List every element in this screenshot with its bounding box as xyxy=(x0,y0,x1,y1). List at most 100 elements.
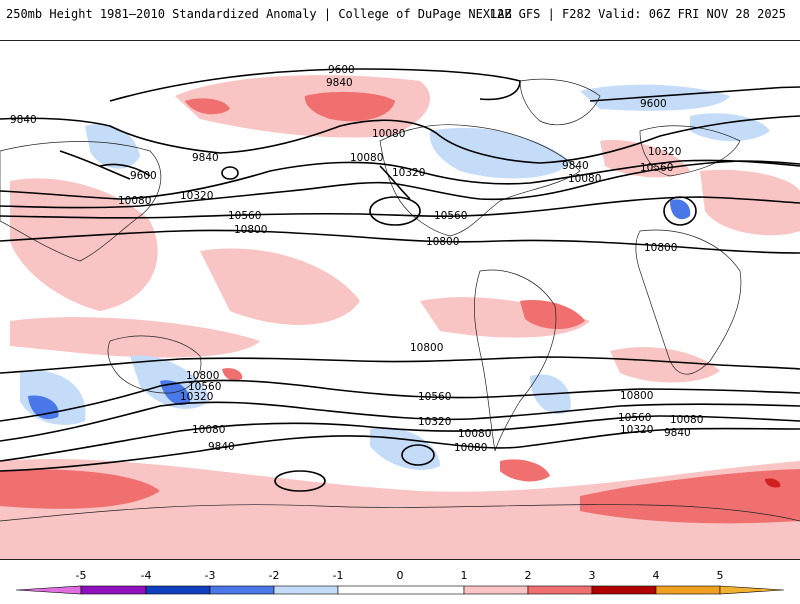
anomaly-neg2-tasman xyxy=(160,380,191,405)
contour-label: 10800 xyxy=(644,242,677,254)
contour-label: 10320 xyxy=(180,190,213,202)
contour-label: 9600 xyxy=(640,98,667,110)
coastline-south-america xyxy=(474,269,557,452)
contour-labels: 9600 9840 9600 9840 10080 9840 10080 103… xyxy=(10,64,703,454)
anomaly-neg2-med xyxy=(670,199,691,220)
contour-label: 10800 xyxy=(620,390,653,402)
contour-label: 10080 xyxy=(350,152,383,164)
anomaly-neg1-bering xyxy=(85,124,140,169)
colorbar-tick: 4 xyxy=(653,569,660,582)
coastline-africa xyxy=(635,229,742,375)
contour-10080-pacific xyxy=(379,165,411,200)
colorbar-tick: 0 xyxy=(397,569,404,582)
contour-9840-south xyxy=(0,427,800,472)
header: 250mb Height 1981–2010 Standardized Anom… xyxy=(0,0,800,28)
contour-label: 10080 xyxy=(458,428,491,440)
contour-label: 10080 xyxy=(670,414,703,426)
map-svg: 9600 9840 9600 9840 10080 9840 10080 103… xyxy=(0,41,800,559)
coastline-antarctica xyxy=(0,504,800,522)
colorbar-ticks: -5 -4 -3 -2 -1 0 1 2 3 4 5 xyxy=(76,569,724,582)
anomaly-pos1-southern xyxy=(0,458,800,559)
contour-9600-north xyxy=(109,68,521,102)
anomaly-pos2-atlantic xyxy=(520,300,585,330)
contour-label: 10080 xyxy=(118,195,151,207)
contour-10320-south xyxy=(0,401,800,442)
contour-closed-low-pac xyxy=(221,166,239,180)
contour-10800-south xyxy=(0,356,800,374)
anomaly-pos1-pacific xyxy=(200,248,360,325)
colorbar: -5 -4 -3 -2 -1 0 1 2 3 4 5 xyxy=(0,566,800,600)
contour-label: 10320 xyxy=(620,424,653,436)
contour-label: 10080 xyxy=(454,442,487,454)
anomaly-pos2-weddell xyxy=(500,459,550,482)
colorbar-seg-pos3 xyxy=(591,585,657,595)
contour-label: 9840 xyxy=(562,160,589,172)
contour-label: 9840 xyxy=(326,77,353,89)
contour-label: 10080 xyxy=(192,424,225,436)
contour-closed-low-med xyxy=(663,196,697,226)
colorbar-tick: -4 xyxy=(141,569,152,582)
contour-closed-low-us xyxy=(369,196,421,226)
contour-label: 9840 xyxy=(664,427,691,439)
height-contours xyxy=(0,68,800,492)
contour-label: 9840 xyxy=(208,441,235,453)
contour-label: 10560 xyxy=(618,412,651,424)
contour-label: 9600 xyxy=(130,170,157,182)
contour-label: 10560 xyxy=(640,162,673,174)
colorbar-seg-neg3 xyxy=(145,585,211,595)
colorbar-seg-neg5 xyxy=(15,585,82,595)
colorbar-tick: -3 xyxy=(205,569,216,582)
colorbar-tick: -1 xyxy=(333,569,344,582)
contour-10320-north xyxy=(0,160,800,209)
colorbar-svg: -5 -4 -3 -2 -1 0 1 2 3 4 5 xyxy=(15,569,785,595)
contour-label: 10320 xyxy=(180,391,213,403)
contour-label: 10800 xyxy=(186,370,219,382)
colorbar-tick: 5 xyxy=(717,569,724,582)
anomaly-pos2-arctic xyxy=(304,91,395,122)
contour-label: 10800 xyxy=(234,224,267,236)
anomaly-pos2-antarctic-w xyxy=(0,469,160,509)
contour-label: 10320 xyxy=(392,167,425,179)
contour-closed-low-drake xyxy=(401,444,435,466)
anomaly-pos1-asia xyxy=(10,178,158,311)
anomaly-pos2-nz xyxy=(222,368,243,381)
anomaly-pos3-antarctic xyxy=(765,478,781,488)
anomaly-fills xyxy=(0,75,800,559)
colorbar-segments xyxy=(15,585,785,595)
contour-9600-atlantic xyxy=(589,86,800,102)
contour-label: 10080 xyxy=(568,173,601,185)
colorbar-tick: 1 xyxy=(461,569,468,582)
contour-10800-north xyxy=(0,229,800,254)
contour-10080-south xyxy=(0,415,800,462)
colorbar-tick: -2 xyxy=(269,569,280,582)
contour-label: 10320 xyxy=(418,416,451,428)
map-title: 250mb Height 1981–2010 Standardized Anom… xyxy=(6,7,512,21)
colorbar-seg-zero xyxy=(337,585,465,595)
colorbar-seg-pos5 xyxy=(719,585,785,595)
contour-closed-high xyxy=(274,470,326,492)
coastline-north-america xyxy=(379,124,581,237)
contour-9840-pacific xyxy=(59,150,131,180)
anomaly-neg1-canada xyxy=(429,127,570,179)
anomaly-pos1-southpac xyxy=(10,317,260,358)
anomaly-pos1-mideast xyxy=(700,169,800,236)
coastline-greenland xyxy=(519,78,601,126)
contour-label: 10560 xyxy=(188,381,221,393)
contour-10560-south xyxy=(0,379,800,422)
anomaly-neg1-greenland xyxy=(580,84,730,111)
contour-label: 10800 xyxy=(426,236,459,248)
colorbar-seg-neg2 xyxy=(209,585,275,595)
colorbar-seg-pos2 xyxy=(527,585,593,595)
contour-label: 10560 xyxy=(228,210,261,222)
colorbar-tick: 2 xyxy=(525,569,532,582)
colorbar-seg-pos4 xyxy=(655,585,721,595)
contour-label: 10800 xyxy=(410,342,443,354)
colorbar-tick: -5 xyxy=(76,569,87,582)
anomaly-pos2-siberia xyxy=(185,98,230,115)
contour-label: 10560 xyxy=(418,391,451,403)
colorbar-seg-neg4 xyxy=(80,585,147,595)
model-valid-time: 12Z GFS | F282 Valid: 06Z FRI NOV 28 202… xyxy=(489,7,786,21)
contour-10560-north xyxy=(0,196,800,219)
anomaly-pos1-safrica xyxy=(610,347,720,383)
contour-label: 10080 xyxy=(372,128,405,140)
